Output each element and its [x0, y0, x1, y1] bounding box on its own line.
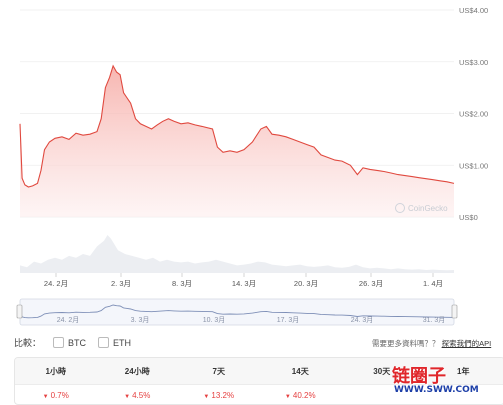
x-tick-label: 8. 3月	[172, 279, 192, 288]
navigator-handle-left[interactable]	[17, 305, 22, 318]
table-value-cell: ▼13.2%	[178, 391, 260, 400]
table-value-cell: ▼4.5%	[97, 391, 179, 400]
table-header-cell: 1小時	[15, 366, 97, 377]
down-triangle-icon: ▼	[285, 394, 291, 400]
table-header-cell: 24小時	[97, 366, 179, 377]
chart-watermark: CoinGecko	[408, 204, 448, 213]
checkbox-icon[interactable]	[53, 337, 64, 348]
compare-bar: 比較： BTC ETH	[14, 336, 131, 349]
table-value-cell: ▼40.2%	[260, 391, 342, 400]
navigator-tick-label: 3. 3月	[131, 316, 150, 324]
down-triangle-icon: ▼	[203, 394, 209, 400]
change-percent: 13.2%	[211, 391, 234, 400]
table-header-cell: 14天	[260, 366, 342, 377]
change-percent: 0.7%	[51, 391, 69, 400]
navigator-tick-label: 24. 2月	[57, 316, 80, 324]
compare-btc[interactable]: BTC	[53, 337, 86, 348]
y-tick-label: US$2.00	[459, 110, 488, 119]
table-header-cell: 7天	[178, 366, 260, 377]
x-tick-label: 20. 3月	[294, 279, 318, 288]
y-tick-label: US$3.00	[459, 58, 488, 67]
navigator-tick-label: 31. 3月	[423, 316, 446, 324]
checkbox-icon[interactable]	[98, 337, 109, 348]
down-triangle-icon: ▼	[124, 394, 130, 400]
y-tick-label: US$0	[459, 213, 478, 222]
change-percent: 4.5%	[132, 391, 150, 400]
navigator-tick-label: 17. 3月	[277, 316, 300, 324]
table-value-cell: ▼0.7%	[15, 391, 97, 400]
x-tick-label: 24. 2月	[44, 279, 68, 288]
x-tick-label: 2. 3月	[111, 279, 131, 288]
navigator-tick-label: 10. 3月	[203, 316, 226, 324]
x-tick-label: 1. 4月	[423, 279, 443, 288]
volume-area	[20, 235, 454, 273]
change-percent: 40.2%	[293, 391, 316, 400]
navigator-handle-right[interactable]	[452, 305, 457, 318]
x-tick-label: 14. 3月	[232, 279, 256, 288]
api-promo: 需要更多資料嗎？？ 探索我們的API	[372, 338, 491, 349]
y-tick-label: US$1.00	[459, 161, 488, 170]
compare-label: 比較：	[14, 336, 41, 349]
price-chart: US$4.00 US$3.00 US$2.00 US$1.00 US$0 24. 2月 2…	[0, 0, 503, 330]
navigator-tick-label: 24. 3月	[351, 316, 374, 324]
down-triangle-icon: ▼	[43, 394, 49, 400]
site-watermark-url: WWW.SWW.COM	[394, 385, 479, 395]
x-tick-label: 26. 3月	[359, 279, 383, 288]
price-area	[20, 66, 454, 217]
api-link[interactable]: 探索我們的API	[442, 339, 492, 348]
compare-eth[interactable]: ETH	[98, 337, 131, 348]
y-tick-label: US$4.00	[459, 6, 488, 15]
